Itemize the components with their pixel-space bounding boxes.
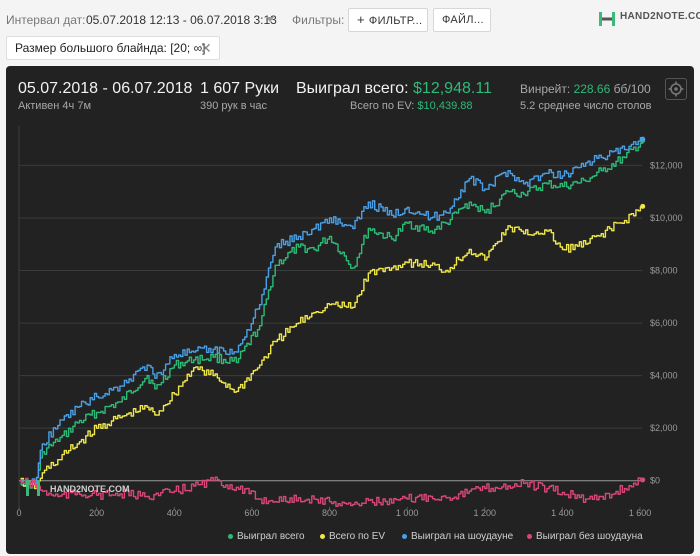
logo-text: HAND2NOTE.COM: [620, 11, 700, 22]
ev-total-label: Всего по EV:: [350, 100, 415, 112]
legend-label: Всего по EV: [329, 531, 386, 542]
winrate-unit: бб/100: [613, 82, 651, 96]
x-tick-label: 1 000: [396, 508, 419, 518]
hand2note-logo-icon: [599, 12, 615, 26]
legend-item[interactable]: Всего по EV: [320, 531, 385, 542]
y-tick-label: $0: [650, 476, 660, 486]
file-button[interactable]: ФАЙЛ...: [433, 8, 491, 32]
watermark-text: HAND2NOTE.COM: [50, 484, 130, 494]
series-end-point: [640, 136, 646, 142]
series-end-point: [640, 203, 646, 209]
y-tick-label: $2,000: [650, 423, 678, 433]
x-tick-label: 400: [167, 508, 182, 518]
settings-button[interactable]: [665, 78, 687, 100]
winrate-label: Винрейт:: [520, 82, 571, 96]
legend-label: Выиграл на шоудауне: [411, 531, 514, 542]
x-tick-label: 1 200: [473, 508, 496, 518]
series-end-point: [640, 477, 646, 483]
legend-item[interactable]: Выиграл всего: [228, 531, 305, 542]
legend-dot: [320, 533, 325, 539]
stat-ev-total: Всего по EV: $10,439.88: [350, 100, 472, 112]
won-total-value: $12,948.11: [413, 80, 492, 97]
close-icon[interactable]: ✕: [200, 40, 212, 56]
legend-item[interactable]: Выиграл без шоудауна: [527, 531, 643, 542]
chevron-down-icon[interactable]: [266, 17, 274, 22]
legend-dot: [402, 533, 407, 539]
stat-hands: 1 607 Руки: [200, 80, 280, 97]
legend-item[interactable]: Выиграл на шоудауне: [402, 531, 513, 542]
filters-label: Фильтры:: [292, 13, 345, 27]
stat-winrate: Винрейт: 228.66 бб/100: [520, 82, 651, 96]
series-line: [19, 476, 644, 507]
legend-dot: [527, 533, 532, 539]
legend-label: Выиграл без шоудауна: [536, 531, 643, 542]
series-line: [19, 140, 644, 489]
ev-total-value: $10,439.88: [417, 100, 473, 112]
x-tick-label: 0: [16, 508, 21, 518]
won-total-label: Выиграл всего:: [296, 80, 409, 97]
series-line: [19, 137, 644, 485]
y-tick-label: $10,000: [650, 213, 683, 223]
x-tick-label: 1 400: [551, 508, 574, 518]
toolbar: Интервал дат: 05.07.2018 12:13 - 06.07.2…: [0, 0, 700, 38]
stat-hands-per-hour: 390 рук в час: [200, 100, 268, 112]
legend-dot: [228, 533, 233, 539]
series-line: [19, 206, 644, 490]
stat-won-total: Выиграл всего: $12,948.11: [296, 80, 492, 98]
date-range-label: Интервал дат:: [6, 13, 86, 27]
watermark-mark: [26, 480, 29, 496]
add-filter-button[interactable]: + ФИЛЬТР...: [348, 8, 428, 32]
active-filter-chip: Размер большого блайнда: [20; ∞]: [6, 36, 220, 60]
graph-panel: [6, 66, 694, 554]
y-tick-label: $12,000: [650, 160, 683, 170]
winrate-value: 228.66: [573, 82, 611, 96]
y-tick-label: $6,000: [650, 318, 678, 328]
plus-icon: +: [357, 12, 365, 27]
watermark: HAND2NOTE.COM: [26, 480, 130, 496]
stat-active-time: Активен 4ч 7м: [18, 100, 92, 112]
legend-label: Выиграл всего: [237, 531, 305, 542]
y-tick-label: $4,000: [650, 371, 678, 381]
x-tick-label: 200: [89, 508, 104, 518]
x-tick-label: 600: [244, 508, 259, 518]
date-range-select[interactable]: 05.07.2018 12:13 - 06.07.2018 3:13: [86, 13, 277, 27]
watermark-mark: [37, 480, 40, 496]
x-tick-label: 800: [322, 508, 337, 518]
stat-date-range: 05.07.2018 - 06.07.2018: [18, 80, 193, 97]
gear-icon: [668, 81, 684, 97]
x-tick-label: 1 600: [629, 508, 652, 518]
stat-avg-tables: 5.2 среднее число столов: [520, 100, 652, 112]
y-tick-label: $8,000: [650, 266, 678, 276]
add-filter-label: ФИЛЬТР...: [368, 15, 423, 27]
